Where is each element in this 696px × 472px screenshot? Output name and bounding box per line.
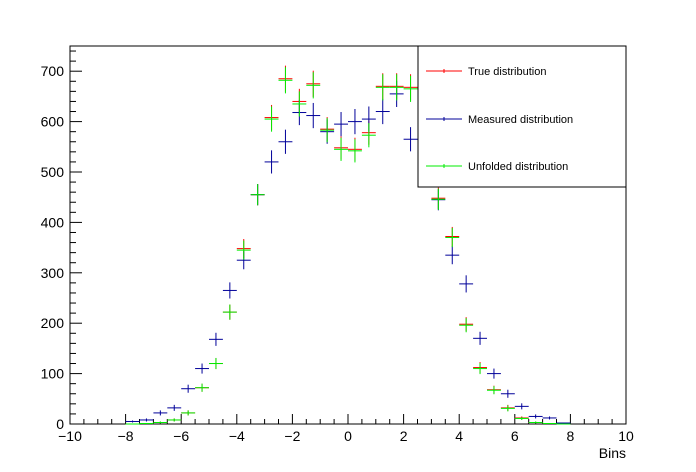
legend-label: Unfolded distribution [468,161,568,173]
data-point [500,405,515,412]
data-point [445,246,460,265]
data-point [334,137,348,161]
data-point [542,422,557,424]
data-point [487,386,501,395]
data-point [320,118,335,143]
data-point [209,357,223,370]
x-tick-label: 6 [511,428,519,444]
data-point [222,304,237,320]
data-point [389,74,404,101]
x-tick-label: −2 [284,428,300,444]
data-point [403,75,418,102]
data-point [278,67,293,94]
data-point [125,420,140,423]
data-point [445,227,460,248]
data-point [264,106,279,132]
data-point [473,331,487,345]
data-point [500,389,515,398]
data-point [514,403,529,410]
data-point [222,282,237,299]
y-tick-label: 200 [41,315,65,331]
data-point [431,188,446,210]
x-tick-label: −4 [229,428,245,444]
ticks-group [69,50,627,425]
data-point [181,384,196,393]
data-point [153,410,168,416]
data-point [153,421,168,424]
data-point [528,414,543,419]
data-point [403,127,418,152]
legend-entry: True distribution [426,66,546,78]
data-point [459,275,474,293]
legend: True distribution Measured distribution Un… [417,45,627,188]
x-axis-title: Bins [599,445,626,461]
data-point [209,332,223,346]
y-tick-label: 500 [41,164,65,180]
x-tick-label: −6 [173,428,189,444]
data-point [264,150,279,174]
data-point [278,129,293,154]
y-tick-label: 0 [56,416,64,432]
x-tick-label: −8 [118,428,134,444]
legend-box [417,45,627,188]
x-tick-label: 10 [618,428,634,444]
legend-entry: Unfolded distribution [426,161,568,173]
data-point [236,240,251,260]
data-point [139,418,154,422]
data-point [375,74,390,101]
x-tick-label: 8 [567,428,575,444]
data-point [528,421,543,424]
y-tick-label: 100 [41,366,65,382]
x-tick-label: −10 [58,428,82,444]
data-point [139,422,154,424]
data-point [167,418,182,422]
data-point [195,383,209,392]
data-point [348,109,362,135]
data-point [195,363,209,374]
y-tick-label: 600 [41,114,65,130]
data-point [292,91,307,117]
data-point [306,102,321,129]
series-group [125,65,571,425]
data-point [348,139,362,163]
data-point [361,123,376,148]
series-2 [125,80,571,424]
legend-label: Measured distribution [468,114,573,126]
data-point [473,363,487,375]
data-point [181,410,196,416]
y-tick-label: 400 [41,214,65,230]
y-tick-label: 300 [41,265,65,281]
data-point [334,112,348,137]
x-tick-label: 2 [400,428,408,444]
legend-entry: Measured distribution [426,114,573,126]
data-point [556,422,571,424]
x-tick-label: 0 [344,428,352,444]
data-point [375,98,390,125]
y-tick-label: 700 [41,63,65,79]
data-point [306,72,321,99]
data-point [459,318,474,333]
data-point [250,184,265,206]
data-point [514,416,529,420]
data-point [167,404,182,411]
legend-label: True distribution [468,66,546,78]
data-point [487,368,501,379]
data-point [542,416,557,420]
x-tick-label: 4 [455,428,463,444]
